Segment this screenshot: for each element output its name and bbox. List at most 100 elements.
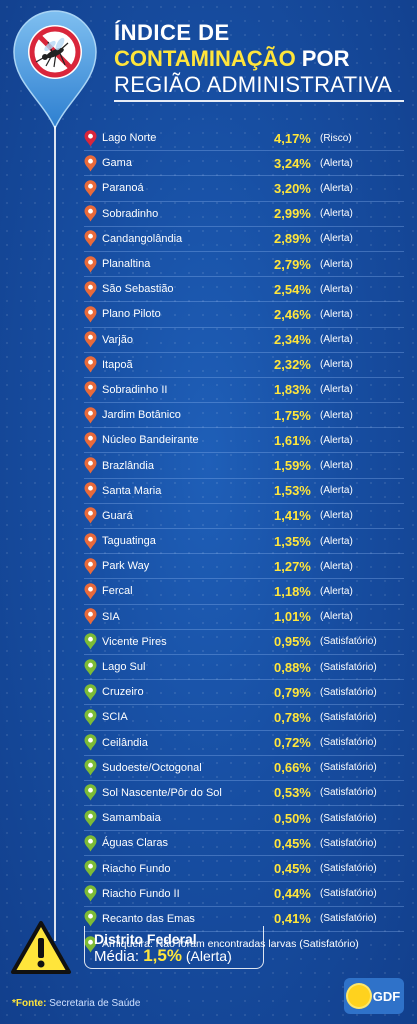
region-row: Planaltina 2,79% (Alerta): [84, 252, 404, 278]
page-title: ÍNDICE DE CONTAMINAÇÃO POR REGIÃO ADMINI…: [114, 20, 392, 98]
green-map-pin-icon: [84, 784, 97, 801]
orange-map-pin-icon: [84, 557, 97, 575]
region-name: Guará: [102, 509, 133, 522]
region-status: (Satisfatório): [320, 711, 377, 723]
df-title: Distrito Federal: [94, 931, 197, 947]
region-percentage: 2,46%: [274, 306, 311, 322]
region-status: (Satisfatório): [320, 762, 377, 774]
region-row: Núcleo Bandeirante 1,61% (Alerta): [84, 428, 404, 454]
green-map-pin-icon: [84, 910, 97, 927]
title-line-2: CONTAMINAÇÃO POR: [114, 46, 392, 72]
source-text: Secretaria de Saúde: [46, 998, 141, 1009]
region-row: Sobradinho II 1,83% (Alerta): [84, 378, 404, 404]
region-name: Samambaia: [102, 812, 161, 825]
region-percentage: 0,79%: [274, 684, 311, 700]
region-name: Brazlândia: [102, 459, 154, 472]
region-row: São Sebastião 2,54% (Alerta): [84, 277, 404, 303]
region-percentage: 1,75%: [274, 407, 311, 423]
region-row: Taguatinga 1,35% (Alerta): [84, 529, 404, 555]
region-status: (Alerta): [320, 233, 353, 245]
orange-map-pin-icon: [84, 583, 97, 600]
region-percentage: 1,61%: [274, 432, 311, 448]
region-name: Vicente Pires: [102, 635, 167, 648]
title-highlight: CONTAMINAÇÃO: [114, 46, 296, 71]
region-status: (Alerta): [320, 560, 353, 572]
orange-map-pin-icon: [84, 532, 97, 550]
region-row: Riacho Fundo II 0,44% (Satisfatório): [84, 882, 404, 907]
region-status: (Alerta): [320, 308, 353, 320]
orange-map-pin-icon: [84, 432, 97, 449]
region-name: Taguatinga: [102, 535, 156, 548]
region-name: Itapoã: [102, 358, 133, 371]
region-percentage: 0,44%: [274, 886, 311, 902]
region-name: Núcleo Bandeirante: [102, 434, 199, 447]
orange-map-pin-icon: [84, 154, 97, 172]
region-name: Sudoeste/Octogonal: [102, 761, 202, 774]
region-percentage: 3,20%: [274, 180, 311, 196]
df-average-status: (Alerta): [181, 948, 232, 964]
df-average-label: Média:: [94, 948, 144, 965]
region-percentage: 0,78%: [274, 709, 311, 725]
region-name: Cruzeiro: [102, 686, 144, 699]
region-percentage: 1,83%: [274, 382, 311, 398]
region-percentage: 0,66%: [274, 760, 311, 776]
green-map-pin-icon: [84, 759, 97, 776]
region-row: Gama 3,24% (Alerta): [84, 151, 404, 177]
region-name: SIA: [102, 610, 120, 623]
orange-map-pin-icon: [84, 356, 97, 373]
region-percentage: 0,88%: [274, 659, 311, 675]
region-name: São Sebastião: [102, 283, 174, 296]
region-percentage: 4,17%: [274, 130, 311, 146]
region-name: Sobradinho: [102, 207, 159, 220]
region-status: (Alerta): [320, 182, 353, 194]
region-name: Park Way: [102, 560, 150, 573]
orange-map-pin-icon: [84, 306, 97, 323]
region-percentage: 2,32%: [274, 357, 311, 373]
orange-map-pin-icon: [84, 608, 97, 625]
df-average: Média: 1,5% (Alerta): [94, 946, 232, 966]
region-row: Paranoá 3,20% (Alerta): [84, 176, 404, 202]
region-name: Lago Norte: [102, 132, 157, 145]
region-name: Planaltina: [102, 258, 151, 271]
region-percentage: 0,53%: [274, 785, 311, 801]
orange-map-pin-icon: [84, 457, 97, 474]
gdf-sun-icon: [347, 985, 370, 1007]
region-status: (Alerta): [320, 460, 353, 472]
region-status: (Satisfatório): [320, 812, 377, 824]
region-row: Ceilândia 0,72% (Satisfatório): [84, 731, 404, 756]
region-status: (Alerta): [320, 434, 353, 446]
region-row: Recanto das Emas 0,41% (Satisfatório): [84, 907, 404, 932]
region-percentage: 2,89%: [274, 231, 311, 247]
orange-map-pin-icon: [84, 230, 97, 247]
region-percentage: 1,27%: [274, 558, 311, 574]
region-status: (Alerta): [320, 485, 353, 497]
region-row-arniqueira: Arniqueira: Não foram encontradas larvas…: [84, 932, 404, 956]
region-list: Lago Norte 4,17% (Risco) Gama 3,24% (Alerta) P…: [84, 126, 404, 956]
green-map-pin-icon: [84, 709, 97, 726]
region-percentage: 3,24%: [274, 155, 311, 171]
region-status: (Alerta): [320, 409, 353, 421]
region-status: (Alerta): [320, 585, 353, 597]
region-status: (Risco): [320, 132, 352, 144]
region-name: Santa Maria: [102, 484, 162, 497]
region-percentage: 0,45%: [274, 835, 311, 851]
green-map-pin-icon: [84, 633, 97, 650]
region-status: (Alerta): [320, 334, 353, 346]
orange-map-pin-icon: [84, 280, 97, 298]
region-note: Arniqueira: Não foram encontradas larvas…: [102, 938, 359, 951]
region-name: Varjão: [102, 333, 133, 346]
region-percentage: 0,50%: [274, 810, 311, 826]
df-summary-box: [84, 926, 264, 969]
region-row: Candangolândia 2,89% (Alerta): [84, 227, 404, 252]
region-row: Vicente Pires 0,95% (Satisfatório): [84, 630, 404, 655]
region-status: (Alerta): [320, 359, 353, 371]
mosquito-prohibited-pin-icon: [13, 10, 97, 130]
region-status: (Alerta): [320, 157, 353, 169]
region-row: Samambaia 0,50% (Satisfatório): [84, 806, 404, 832]
region-percentage: 1,41%: [274, 508, 311, 524]
region-percentage: 0,95%: [274, 634, 311, 650]
region-row: SIA 1,01% (Alerta): [84, 605, 404, 630]
region-name: Gama: [102, 157, 132, 170]
region-status: (Alerta): [320, 510, 353, 522]
region-row: Fercal 1,18% (Alerta): [84, 579, 404, 605]
